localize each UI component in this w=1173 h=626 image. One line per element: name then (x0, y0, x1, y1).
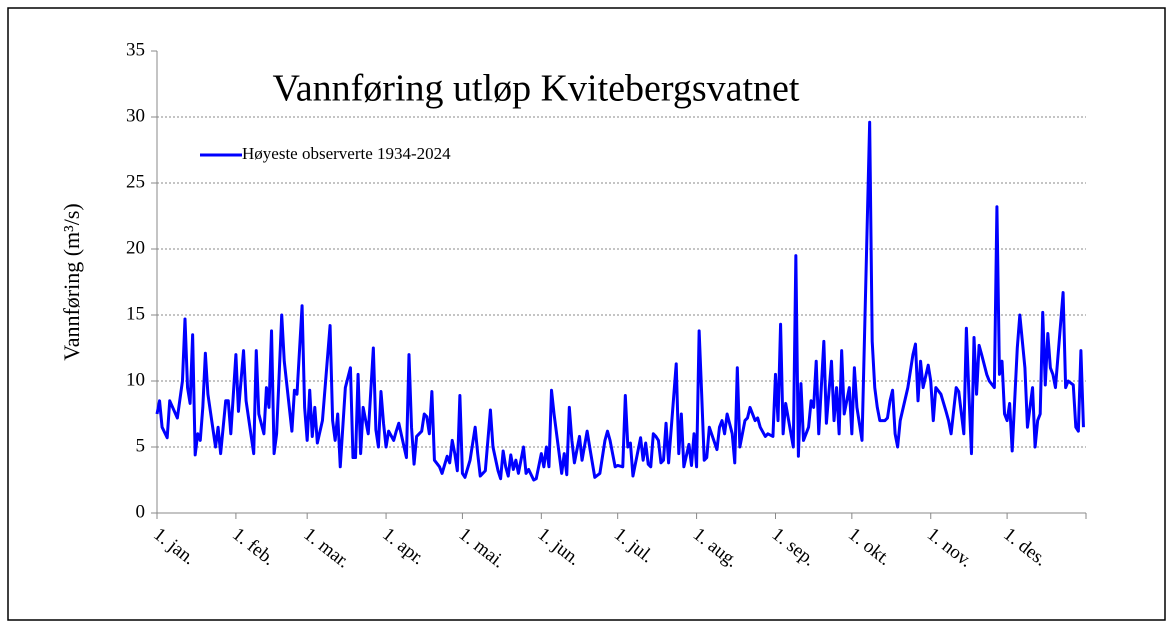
y-tick-label: 20 (126, 237, 145, 258)
y-tick-label: 25 (126, 171, 145, 192)
legend-label: Høyeste observerte 1934-2024 (242, 144, 451, 163)
chart-title: Vannføring utløp Kvitebergsvatnet (273, 68, 800, 110)
y-tick-label: 0 (136, 501, 146, 522)
y-tick-label: 5 (136, 435, 146, 456)
y-axis-label: Vannføring (m³/s) (59, 203, 84, 361)
y-tick-label: 35 (126, 39, 145, 60)
y-tick-label: 10 (126, 369, 145, 390)
y-tick-label: 30 (126, 105, 145, 126)
data-line (155, 120, 1085, 482)
chart-frame (7, 7, 1166, 621)
y-tick-label: 15 (126, 303, 145, 324)
